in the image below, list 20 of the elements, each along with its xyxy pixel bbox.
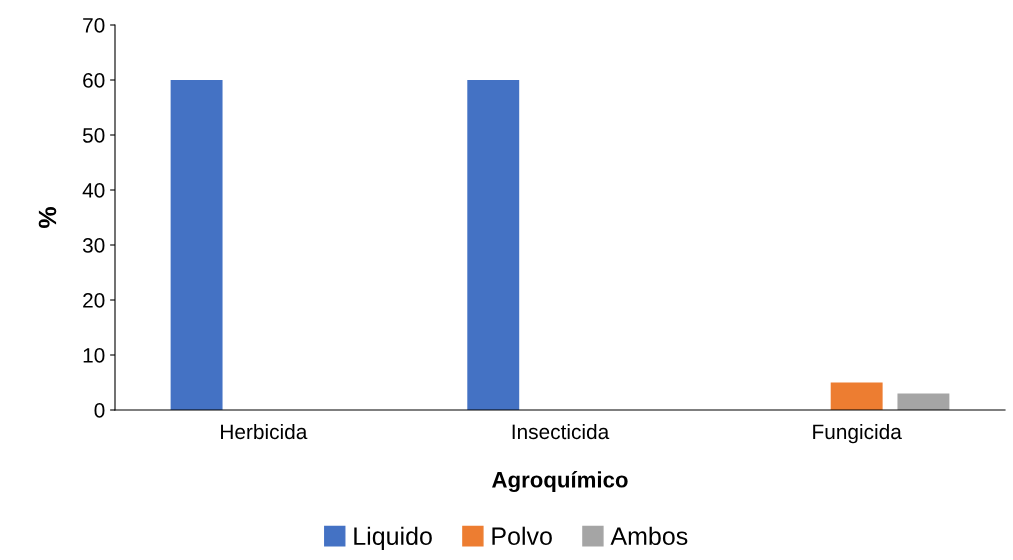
x-tick-label: Insecticida xyxy=(512,423,610,440)
y-tick-label: 50 xyxy=(82,128,105,143)
y-tick-label: 60 xyxy=(83,73,105,88)
x-tick-label: Fungicida xyxy=(813,423,902,444)
y-axis-title: % xyxy=(38,207,57,228)
legend-label: Polvo xyxy=(492,526,552,546)
y-tick-label: 20 xyxy=(83,293,105,308)
x-axis-title: Agroquímico xyxy=(492,471,628,493)
y-tick-label: 30 xyxy=(82,238,105,253)
y-tick-label: 10 xyxy=(83,348,105,363)
bar xyxy=(170,80,223,410)
x-tick-label: Herbicida xyxy=(221,423,308,440)
legend-label: Ambos xyxy=(610,526,688,546)
bar xyxy=(830,382,883,410)
y-tick-label: 40 xyxy=(82,183,105,198)
bar xyxy=(897,393,950,410)
y-tick-label: 0 xyxy=(94,403,105,418)
y-tick-label: 70 xyxy=(83,18,105,33)
bar xyxy=(467,80,520,410)
legend-label: Liquido xyxy=(354,526,432,550)
